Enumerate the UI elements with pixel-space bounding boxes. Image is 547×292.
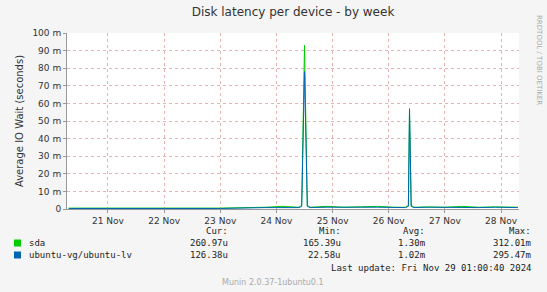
svg-text:25 Nov: 25 Nov: [317, 216, 350, 226]
svg-text:23 Nov: 23 Nov: [204, 216, 237, 226]
svg-text:1.30m: 1.30m: [398, 238, 425, 248]
svg-text:22 Nov: 22 Nov: [148, 216, 181, 226]
svg-text:165.39u: 165.39u: [303, 238, 341, 248]
svg-text:50 m: 50 m: [38, 116, 61, 126]
svg-text:27 Nov: 27 Nov: [429, 216, 462, 226]
svg-text:Min:: Min:: [319, 226, 341, 236]
svg-text:40 m: 40 m: [38, 134, 61, 144]
svg-text:100 m: 100 m: [32, 28, 61, 38]
svg-text:20 m: 20 m: [38, 169, 61, 179]
svg-text:260.97u: 260.97u: [190, 238, 228, 248]
svg-text:Avg:: Avg:: [403, 226, 425, 236]
svg-text:90 m: 90 m: [38, 46, 61, 56]
svg-text:sda: sda: [29, 238, 45, 248]
svg-text:24 Nov: 24 Nov: [260, 216, 293, 226]
svg-text:Munin 2.0.37-1ubuntu0.1: Munin 2.0.37-1ubuntu0.1: [222, 278, 324, 287]
svg-text:22.58u: 22.58u: [308, 250, 341, 260]
svg-text:ubuntu-vg/ubuntu-lv: ubuntu-vg/ubuntu-lv: [29, 250, 132, 260]
svg-text:10 m: 10 m: [38, 187, 61, 197]
svg-text:70 m: 70 m: [38, 81, 61, 91]
svg-text:RRDTOOL / TOBI OETIKER: RRDTOOL / TOBI OETIKER: [535, 15, 543, 105]
svg-text:28 Nov: 28 Nov: [485, 216, 518, 226]
svg-text:80 m: 80 m: [38, 63, 61, 73]
svg-text:295.47m: 295.47m: [493, 250, 531, 260]
svg-text:Max:: Max:: [509, 226, 531, 236]
svg-text:21 Nov: 21 Nov: [92, 216, 125, 226]
svg-text:312.01m: 312.01m: [493, 238, 531, 248]
svg-text:60 m: 60 m: [38, 99, 61, 109]
svg-text:Last update: Fri Nov 29 01:00:: Last update: Fri Nov 29 01:00:40 2024: [331, 263, 531, 273]
svg-text:0: 0: [55, 204, 61, 214]
svg-text:Cur:: Cur:: [206, 226, 228, 236]
svg-text:Disk latency per device - by w: Disk latency per device - by week: [192, 5, 395, 19]
svg-text:1.02m: 1.02m: [398, 250, 425, 260]
svg-text:26 Nov: 26 Nov: [373, 216, 406, 226]
svg-text:Average IO Wait (seconds): Average IO Wait (seconds): [14, 55, 25, 187]
svg-text:126.38u: 126.38u: [190, 250, 228, 260]
svg-text:30 m: 30 m: [38, 151, 61, 161]
